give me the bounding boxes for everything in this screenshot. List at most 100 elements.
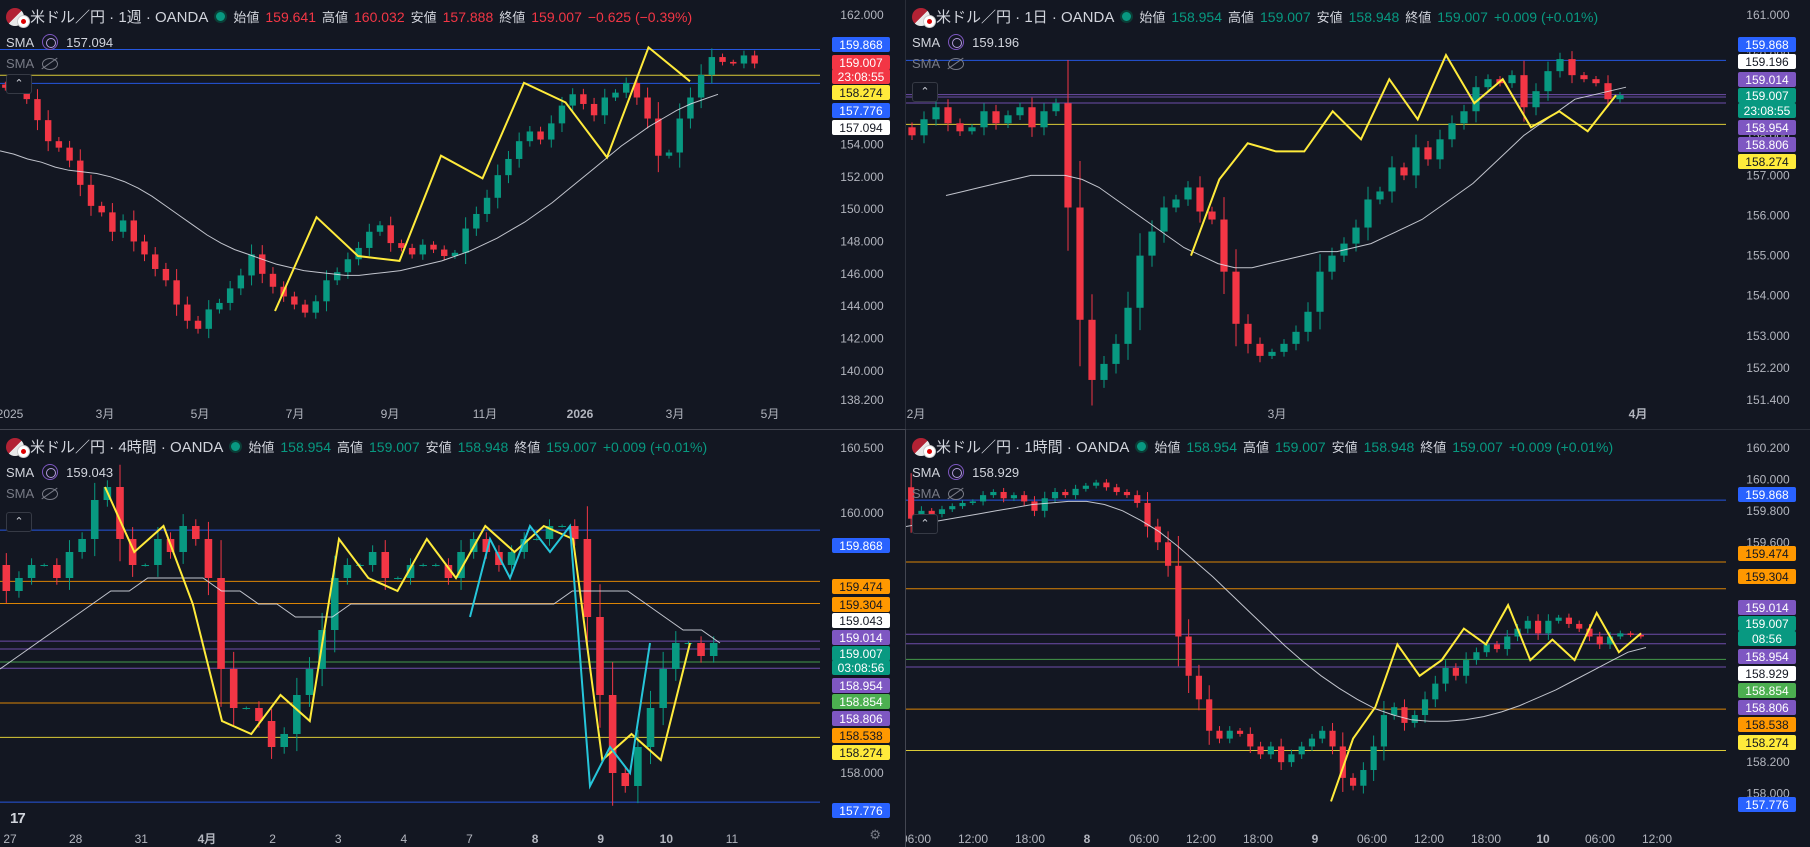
candle-body bbox=[128, 539, 137, 565]
chart-canvas[interactable]: 161.000160.000159.000158.000157.000156.0… bbox=[906, 0, 1810, 429]
y-tick-label: 152.200 bbox=[1746, 361, 1790, 375]
candle-body bbox=[451, 252, 459, 257]
candle-body bbox=[659, 669, 667, 708]
candle-body bbox=[162, 268, 170, 281]
chart-pane-daily[interactable]: 161.000160.000159.000158.000157.000156.0… bbox=[906, 0, 1810, 429]
price-tag-label: 159.007 bbox=[839, 56, 883, 70]
candle-body bbox=[570, 526, 579, 539]
chart-canvas[interactable]: 162.000160.000158.000156.000154.000152.0… bbox=[0, 0, 905, 429]
candle-body bbox=[1508, 75, 1516, 84]
candle-body bbox=[267, 721, 276, 747]
x-tick-label: 18:00 bbox=[1015, 832, 1045, 846]
sma-label: SMA bbox=[6, 464, 35, 480]
x-tick-label: 5月 bbox=[191, 407, 210, 421]
collapse-legend-button[interactable]: ⌃ bbox=[6, 512, 32, 532]
candle-body bbox=[590, 103, 598, 116]
sma-hidden-row[interactable]: SMA bbox=[6, 486, 59, 501]
x-tick-label: 5月 bbox=[761, 407, 780, 421]
collapse-legend-button[interactable]: ⌃ bbox=[912, 82, 938, 102]
chart-canvas[interactable]: 160.500 160.000 158.000 27 28 31 4月 2 3 4 7 8 9 10 11 1… bbox=[0, 430, 905, 847]
chart-pane-4h[interactable]: 160.500 160.000 158.000 27 28 31 4月 2 3 4 7 8 9 10 11 1… bbox=[0, 429, 906, 847]
price-tag-label: 159.007 bbox=[839, 647, 883, 661]
sma-indicator-row[interactable]: SMA 159.196 bbox=[912, 34, 1019, 50]
sma-indicator-row[interactable]: SMA 158.929 bbox=[912, 464, 1019, 480]
candle-body bbox=[1380, 715, 1387, 747]
pane-divider-horizontal[interactable] bbox=[0, 429, 1810, 430]
candle-body bbox=[646, 708, 655, 747]
tradingview-logo[interactable]: 17 bbox=[10, 810, 26, 827]
collapse-legend-button[interactable]: ⌃ bbox=[912, 514, 938, 534]
symbol-title[interactable]: 米ドル／円 · 1週 · OANDA bbox=[30, 9, 209, 26]
price-tag bbox=[1738, 616, 1796, 631]
collapse-legend-button[interactable]: ⌃ bbox=[6, 74, 32, 94]
pane-divider-vertical[interactable] bbox=[905, 0, 906, 847]
price-tag-label: 23:08:55 bbox=[1744, 104, 1791, 118]
candle-body bbox=[968, 127, 976, 132]
price-tag-label: 03:08:56 bbox=[838, 661, 885, 675]
x-tick-label: 2026 bbox=[567, 407, 594, 421]
candle-body bbox=[956, 123, 964, 132]
chart-pane-1h[interactable]: 160.200160.000159.800159.600159.400159.2… bbox=[906, 430, 1810, 847]
sma-indicator-row[interactable]: SMA 157.094 bbox=[6, 34, 113, 50]
price-tag bbox=[832, 803, 890, 818]
chart-pane-weekly[interactable]: 162.000160.000158.000156.000154.000152.0… bbox=[0, 0, 905, 429]
sma-indicator-row[interactable]: SMA 159.043 bbox=[6, 464, 113, 480]
candle-body bbox=[1580, 75, 1588, 80]
candle-body bbox=[1592, 79, 1600, 84]
candle-body bbox=[505, 158, 512, 176]
candle-body bbox=[1100, 363, 1108, 380]
x-tick-label: 12:00 bbox=[1414, 832, 1444, 846]
candle-body bbox=[1028, 107, 1036, 128]
candle-body bbox=[1041, 498, 1048, 511]
eye-hidden-icon[interactable] bbox=[948, 487, 965, 500]
x-tick-label: 8 bbox=[532, 832, 539, 846]
price-tag-label: 159.474 bbox=[1745, 547, 1789, 561]
y-tick-label: 155.000 bbox=[1746, 249, 1790, 263]
sma-settings-icon[interactable] bbox=[948, 464, 965, 480]
candle-body bbox=[1596, 636, 1603, 645]
chart-canvas[interactable]: 160.200160.000159.800159.600159.400159.2… bbox=[906, 430, 1810, 847]
sma-settings-icon[interactable] bbox=[948, 34, 965, 50]
candle-body bbox=[1442, 667, 1449, 684]
x-tick-label: 2 bbox=[269, 832, 276, 846]
low-label: 安値 bbox=[1331, 440, 1358, 455]
sma-hidden-row[interactable]: SMA bbox=[6, 56, 59, 71]
sma-hidden-row[interactable]: SMA bbox=[912, 486, 965, 501]
candle-body bbox=[1514, 628, 1521, 637]
y-tick-label: 162.000 bbox=[840, 8, 884, 22]
eye-hidden-icon[interactable] bbox=[948, 57, 965, 70]
y-tick-label: 151.400 bbox=[1746, 393, 1790, 407]
candle-body bbox=[621, 773, 630, 786]
close-value: 159.007 bbox=[546, 438, 597, 455]
candle-body bbox=[1473, 652, 1480, 661]
symbol-title[interactable]: 米ドル／円 · 1日 · OANDA bbox=[936, 9, 1115, 26]
candle-body bbox=[255, 708, 263, 721]
candle-body bbox=[494, 175, 501, 198]
candle-body bbox=[1175, 565, 1182, 637]
sma-hidden-row[interactable]: SMA bbox=[912, 56, 965, 71]
sma-settings-icon[interactable] bbox=[42, 34, 59, 50]
close-value: 159.007 bbox=[1437, 8, 1488, 25]
candle-body bbox=[34, 99, 41, 121]
candle-body bbox=[398, 243, 405, 248]
candle-body bbox=[644, 97, 651, 119]
symbol-title[interactable]: 米ドル／円 · 1時間 · OANDA bbox=[936, 439, 1130, 456]
candle-body bbox=[430, 244, 437, 250]
candle-body bbox=[1460, 111, 1468, 124]
sma-settings-icon[interactable] bbox=[42, 464, 59, 480]
candle-body bbox=[15, 578, 23, 591]
eye-hidden-icon[interactable] bbox=[42, 57, 59, 70]
market-status-icon bbox=[1135, 440, 1149, 453]
candle-body bbox=[312, 301, 319, 313]
candle-body bbox=[1010, 495, 1017, 499]
candle-body bbox=[141, 565, 150, 566]
candle-body bbox=[248, 254, 255, 276]
change-value: −0.625 (−0.39%) bbox=[587, 8, 693, 25]
gear-icon[interactable]: ⚙ bbox=[869, 827, 881, 842]
candle-body bbox=[1112, 343, 1120, 364]
price-tag bbox=[1738, 546, 1796, 561]
sma-line bbox=[906, 500, 1647, 722]
eye-hidden-icon[interactable] bbox=[42, 487, 59, 500]
candle-body bbox=[1004, 115, 1012, 124]
symbol-title[interactable]: 米ドル／円 · 4時間 · OANDA bbox=[30, 439, 224, 456]
